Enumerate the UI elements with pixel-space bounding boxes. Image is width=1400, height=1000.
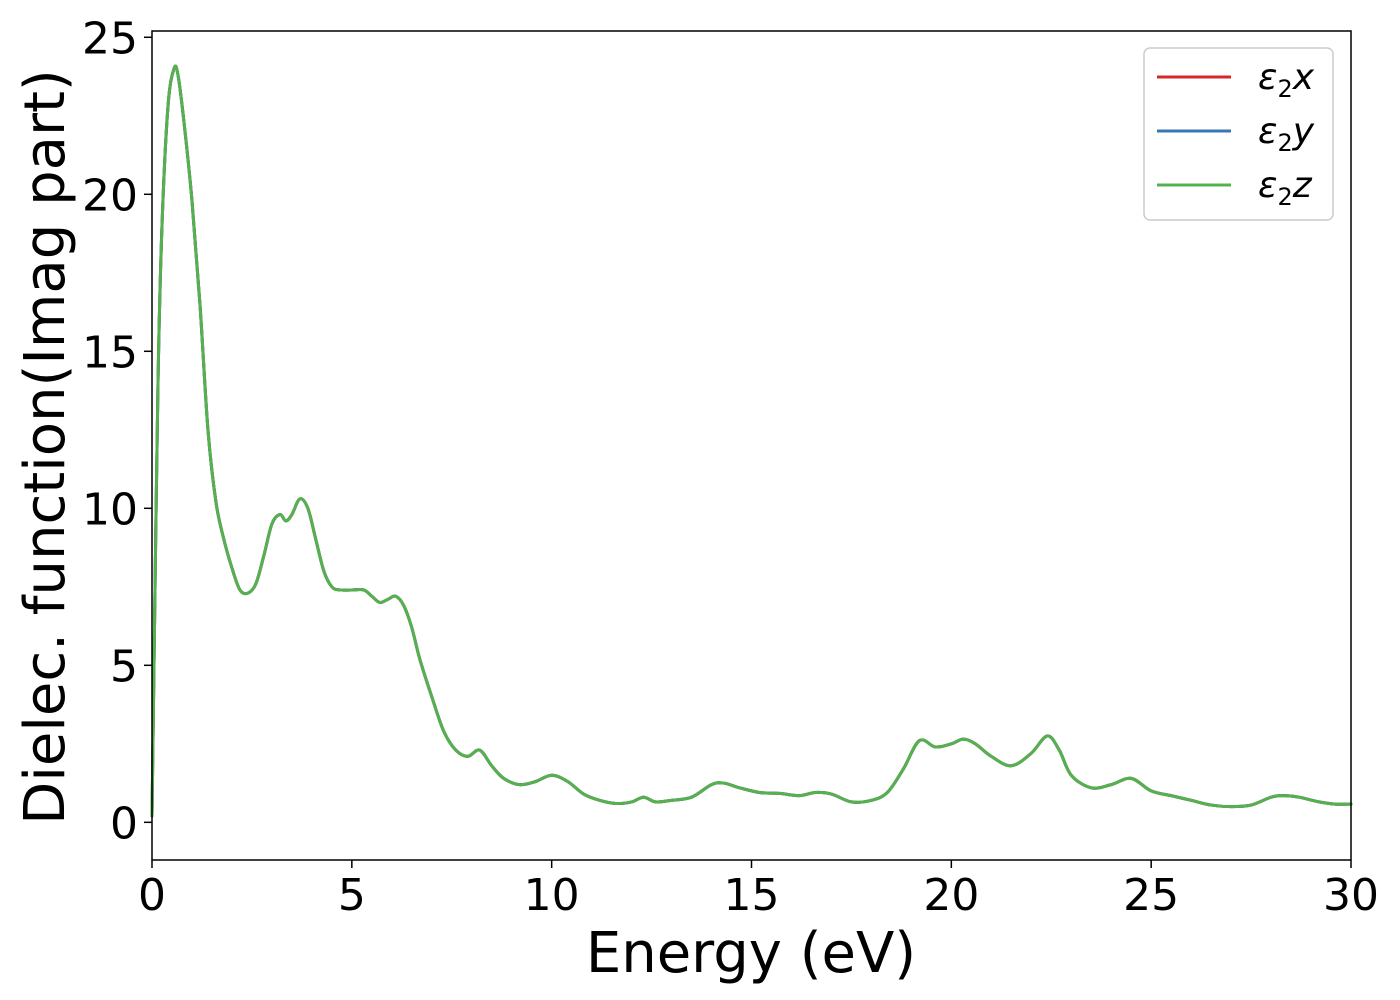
y-tick-label: 20 <box>82 170 138 221</box>
series-layer <box>150 64 1353 818</box>
legend-label-z: ε2z <box>1258 165 1313 211</box>
x-tick-label: 20 <box>923 870 979 921</box>
y-tick-label: 10 <box>82 484 138 535</box>
x-tick-label: 10 <box>524 870 580 921</box>
legend-box <box>1143 47 1334 221</box>
y-tick-label: 15 <box>82 327 138 378</box>
y-tick-label: 5 <box>110 641 138 692</box>
x-tick-label: 5 <box>338 870 366 921</box>
x-tick-label: 15 <box>724 870 780 921</box>
x-tick-label: 0 <box>138 870 166 921</box>
legend-label-y: ε2y <box>1258 111 1315 157</box>
y-axis-label: Dielec. function(Imag part) <box>13 69 78 825</box>
legend-label-x: ε2x <box>1258 57 1315 103</box>
x-tick-label: 30 <box>1323 870 1379 921</box>
y-tick-label: 0 <box>110 798 138 849</box>
y-tick-label: 25 <box>82 13 138 64</box>
x-axis-ticks: 0 5 10 15 20 25 30 <box>138 860 1379 921</box>
x-tick-label: 25 <box>1123 870 1179 921</box>
x-axis-label: Energy (eV) <box>586 921 916 986</box>
series-line-z <box>150 64 1353 818</box>
y-axis-ticks: 0 5 10 15 20 25 <box>82 13 152 849</box>
legend: ε2x ε2y ε2z <box>1143 47 1334 221</box>
